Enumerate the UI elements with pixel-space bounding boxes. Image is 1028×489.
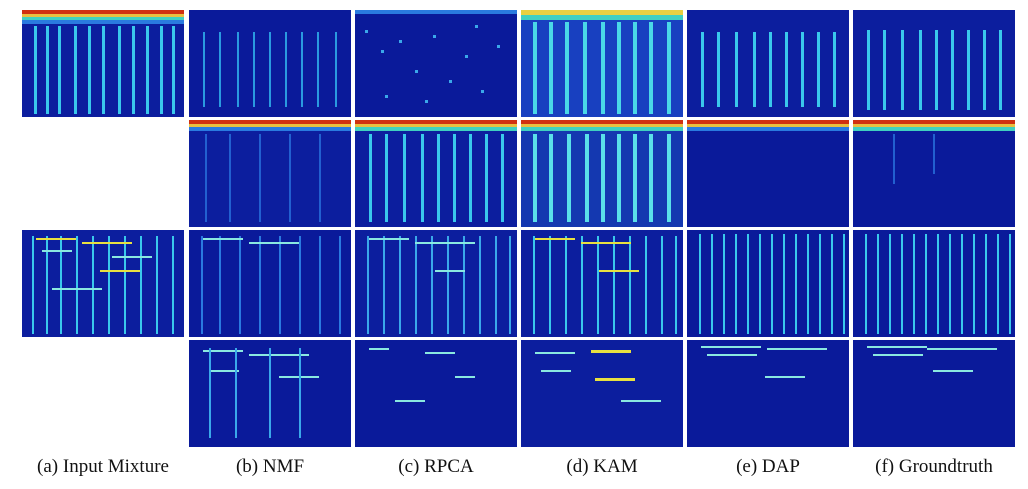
spectrogram-row2-gt <box>853 120 1015 227</box>
spectrogram-row1-rpca <box>355 10 517 117</box>
caption-input-mixture: (a) Input Mixture <box>37 456 169 477</box>
spectrogram-image <box>189 120 351 227</box>
spectrogram-image <box>853 230 1015 337</box>
spectrogram-row1-input <box>22 10 184 117</box>
spectrogram-row2-kam <box>521 120 683 227</box>
spectrogram-image <box>687 120 849 227</box>
spectrogram-image <box>355 340 517 447</box>
spectrogram-image <box>355 10 517 117</box>
spectrogram-row4-rpca <box>355 340 517 447</box>
spectrogram-image <box>521 10 683 117</box>
spectrogram-image <box>189 230 351 337</box>
spectrogram-row4-nmf <box>189 340 351 447</box>
spectrogram-row1-dap <box>687 10 849 117</box>
spectrogram-image <box>22 10 184 117</box>
spectrogram-row3-rpca <box>355 230 517 337</box>
spectrogram-image <box>687 10 849 117</box>
spectrogram-row3-gt <box>853 230 1015 337</box>
spectrogram-image <box>853 120 1015 227</box>
spectrogram-row3-nmf <box>189 230 351 337</box>
spectrogram-row3-dap <box>687 230 849 337</box>
spectrogram-row1-kam <box>521 10 683 117</box>
spectrogram-image <box>521 230 683 337</box>
spectrogram-image <box>355 120 517 227</box>
spectrogram-row1-gt <box>853 10 1015 117</box>
spectrogram-image <box>22 230 184 337</box>
spectrogram-row2-nmf <box>189 120 351 227</box>
caption-kam: (d) KAM <box>566 456 638 477</box>
spectrogram-image <box>189 10 351 117</box>
spectrogram-row3-kam <box>521 230 683 337</box>
spectrogram-image <box>853 340 1015 447</box>
spectrogram-row4-gt <box>853 340 1015 447</box>
spectrogram-image <box>189 340 351 447</box>
spectrogram-image <box>687 340 849 447</box>
spectrogram-row4-dap <box>687 340 849 447</box>
caption-rpca: (c) RPCA <box>398 456 474 477</box>
spectrogram-image <box>521 120 683 227</box>
spectrogram-image <box>853 10 1015 117</box>
spectrogram-row2-dap <box>687 120 849 227</box>
caption-groundtruth: (f) Groundtruth <box>875 456 993 477</box>
spectrogram-row2-rpca <box>355 120 517 227</box>
spectrogram-image <box>521 340 683 447</box>
spectrogram-row1-nmf <box>189 10 351 117</box>
caption-dap: (e) DAP <box>736 456 800 477</box>
caption-nmf: (b) NMF <box>235 456 305 477</box>
spectrogram-image <box>687 230 849 337</box>
spectrogram-row4-kam <box>521 340 683 447</box>
spectrogram-image <box>355 230 517 337</box>
spectrogram-row3-input <box>22 230 184 337</box>
